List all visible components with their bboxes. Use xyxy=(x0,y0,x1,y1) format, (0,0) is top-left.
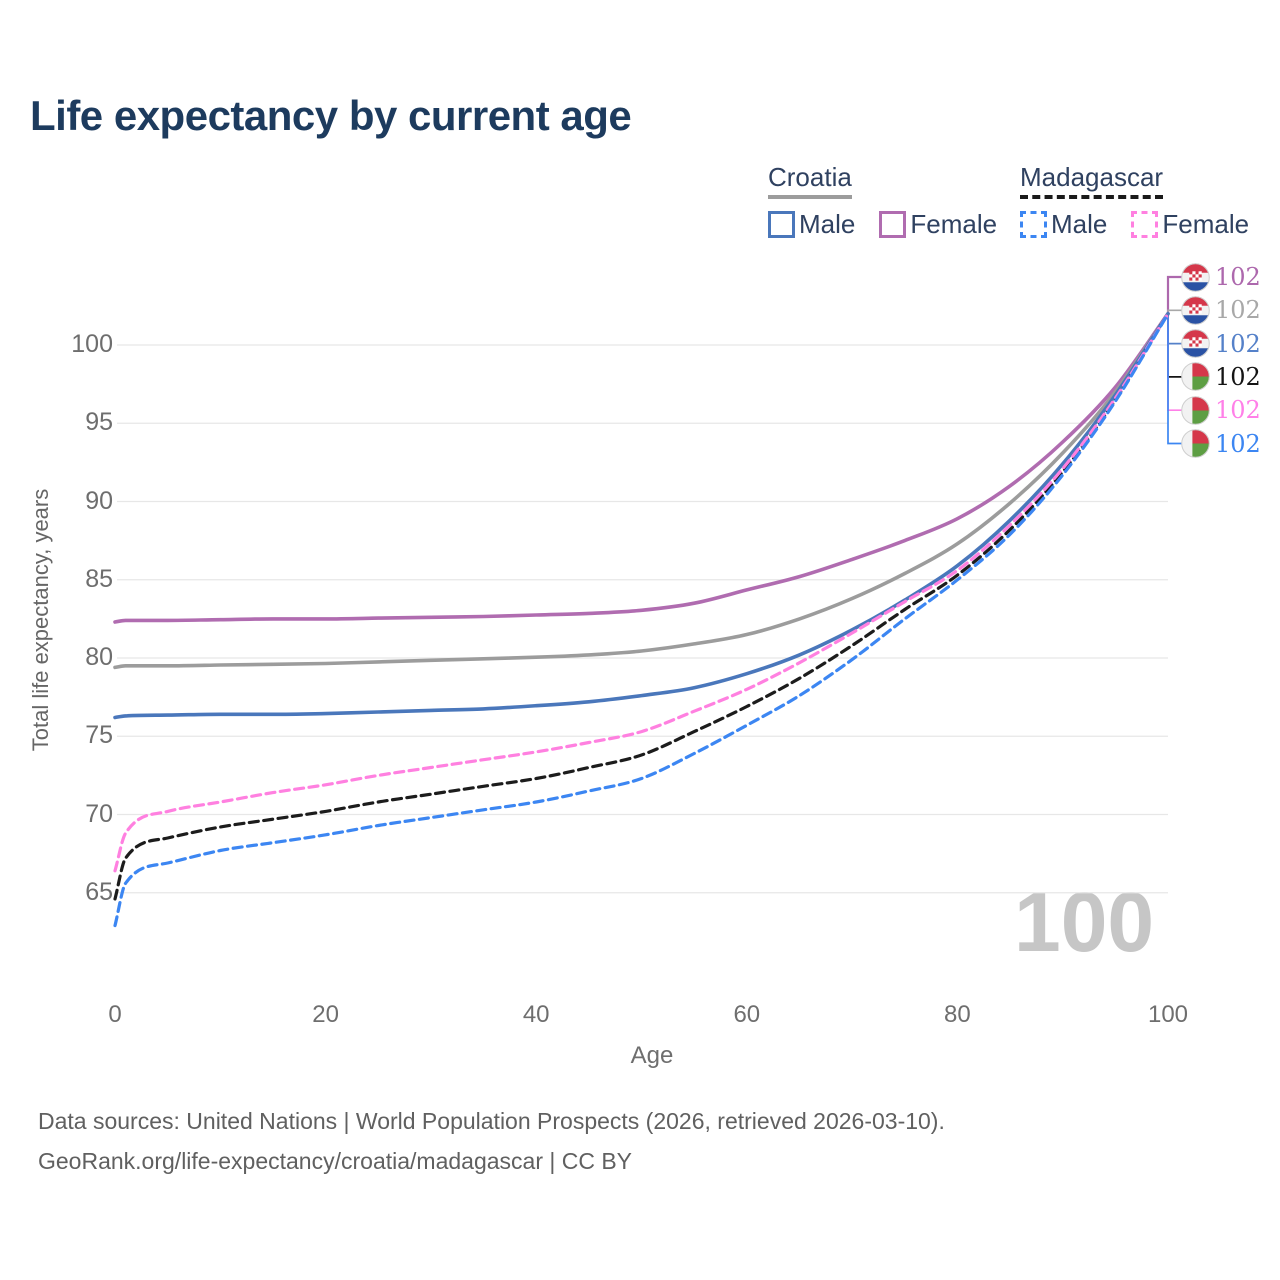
x-tick-label: 0 xyxy=(108,1001,122,1028)
y-tick-label: 100 xyxy=(71,330,113,358)
legend-row-croatia: Male Female xyxy=(768,209,997,240)
end-value-label: 102 xyxy=(1215,329,1261,358)
x-tick-label: 40 xyxy=(522,1001,550,1028)
end-value-label: 102 xyxy=(1215,396,1261,425)
croatia-flag-icon xyxy=(1181,263,1210,292)
madagascar-male-checkbox[interactable] xyxy=(1020,211,1047,238)
legend-item-label: Male xyxy=(799,209,856,239)
series-line-croatia_male[interactable] xyxy=(113,311,1170,720)
madagascar-female-checkbox[interactable] xyxy=(1131,211,1159,238)
croatia-flag-icon xyxy=(1181,296,1210,325)
x-tick-label: 100 xyxy=(1147,1001,1189,1028)
legend-item-madagascar-female[interactable]: Female xyxy=(1131,209,1249,240)
x-tick-label: 20 xyxy=(312,1001,339,1028)
end-label-connector xyxy=(1166,275,1182,314)
age-counter-watermark: 100 xyxy=(1014,875,1155,969)
madagascar-flag-icon xyxy=(1181,429,1210,458)
series-line-madagascar_total[interactable] xyxy=(113,312,1170,901)
legend-item-label: Female xyxy=(1162,209,1250,239)
madagascar-flag-icon xyxy=(1181,362,1210,391)
legend-country-croatia[interactable]: Croatia xyxy=(768,162,852,199)
x-tick-label: 60 xyxy=(733,1001,761,1028)
end-label-row-croatia_female: 102 xyxy=(1181,261,1261,293)
end-value-label: 102 xyxy=(1215,429,1261,458)
end-label-connector xyxy=(1167,313,1182,412)
y-tick-label: 90 xyxy=(85,486,113,515)
legend-item-madagascar-male[interactable]: Male xyxy=(1020,209,1107,240)
y-tick-label: 95 xyxy=(85,408,113,437)
end-label-connector xyxy=(1167,313,1182,378)
croatia-male-checkbox[interactable] xyxy=(768,211,795,238)
end-value-label: 102 xyxy=(1215,296,1261,325)
croatia-female-checkbox[interactable] xyxy=(879,211,907,238)
legend-item-label: Female xyxy=(910,209,998,239)
end-label-row-madagascar_male: 102 xyxy=(1181,428,1261,460)
series-line-croatia_female[interactable] xyxy=(113,311,1170,624)
legend-row-madagascar: Male Female xyxy=(1020,209,1249,240)
y-tick-label: 85 xyxy=(85,564,113,593)
series-line-croatia_total[interactable] xyxy=(113,311,1170,670)
legend-item-label: Male xyxy=(1051,209,1108,239)
legend-group-croatia: Croatia Male Female xyxy=(768,162,997,240)
y-tick-label: 70 xyxy=(85,799,113,828)
end-value-label: 102 xyxy=(1215,263,1261,291)
y-tick-label: 75 xyxy=(85,721,113,750)
end-label-row-madagascar_total: 102 xyxy=(1181,361,1261,393)
chart-title: Life expectancy by current age xyxy=(30,92,632,139)
end-label-row-madagascar_female: 102 xyxy=(1181,394,1261,426)
croatia-flag-icon xyxy=(1181,329,1210,358)
x-axis-title: Age xyxy=(630,1042,674,1069)
footer-attribution-link[interactable]: GeoRank.org/life-expectancy/croatia/mada… xyxy=(38,1148,633,1174)
y-tick-label: 80 xyxy=(85,643,113,671)
legend-item-croatia-male[interactable]: Male xyxy=(768,209,855,240)
y-tick-label: 65 xyxy=(85,877,113,906)
end-label-connector xyxy=(1167,309,1182,314)
madagascar-flag-icon xyxy=(1181,396,1210,425)
end-value-label: 102 xyxy=(1215,362,1261,391)
legend-country-madagascar[interactable]: Madagascar xyxy=(1020,162,1164,199)
series-line-madagascar_male[interactable] xyxy=(113,312,1170,928)
end-label-connector xyxy=(1167,313,1182,445)
legend-item-croatia-female[interactable]: Female xyxy=(879,209,997,240)
series-line-madagascar_female[interactable] xyxy=(113,312,1170,873)
end-label-row-croatia_total: 102 xyxy=(1181,294,1261,326)
end-label-row-croatia_male: 102 xyxy=(1181,328,1261,360)
x-tick-label: 80 xyxy=(944,1001,971,1028)
legend-group-madagascar: Madagascar Male Female xyxy=(1020,162,1249,240)
end-label-connector xyxy=(1167,313,1182,345)
footer-data-sources: Data sources: United Nations | World Pop… xyxy=(38,1108,945,1134)
